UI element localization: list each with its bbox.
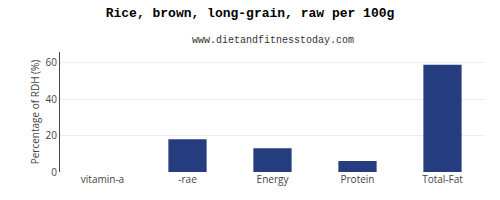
- svg-text:Percentage of RDH (%): Percentage of RDH (%): [28, 60, 42, 165]
- svg-text:-rae: -rae: [178, 172, 197, 186]
- svg-text:Energy: Energy: [257, 172, 290, 186]
- svg-text:vitamin-a: vitamin-a: [81, 172, 124, 186]
- svg-text:0: 0: [51, 165, 57, 179]
- svg-text:Rice, brown, long-grain, raw p: Rice, brown, long-grain, raw per 100g: [106, 6, 395, 21]
- svg-text:20: 20: [46, 128, 58, 142]
- svg-text:60: 60: [46, 55, 58, 69]
- svg-text:Protein: Protein: [341, 172, 375, 186]
- svg-text:Total-Fat: Total-Fat: [422, 172, 463, 186]
- svg-text:40: 40: [46, 92, 58, 106]
- svg-text:www.dietandfitnesstoday.com: www.dietandfitnesstoday.com: [192, 35, 354, 46]
